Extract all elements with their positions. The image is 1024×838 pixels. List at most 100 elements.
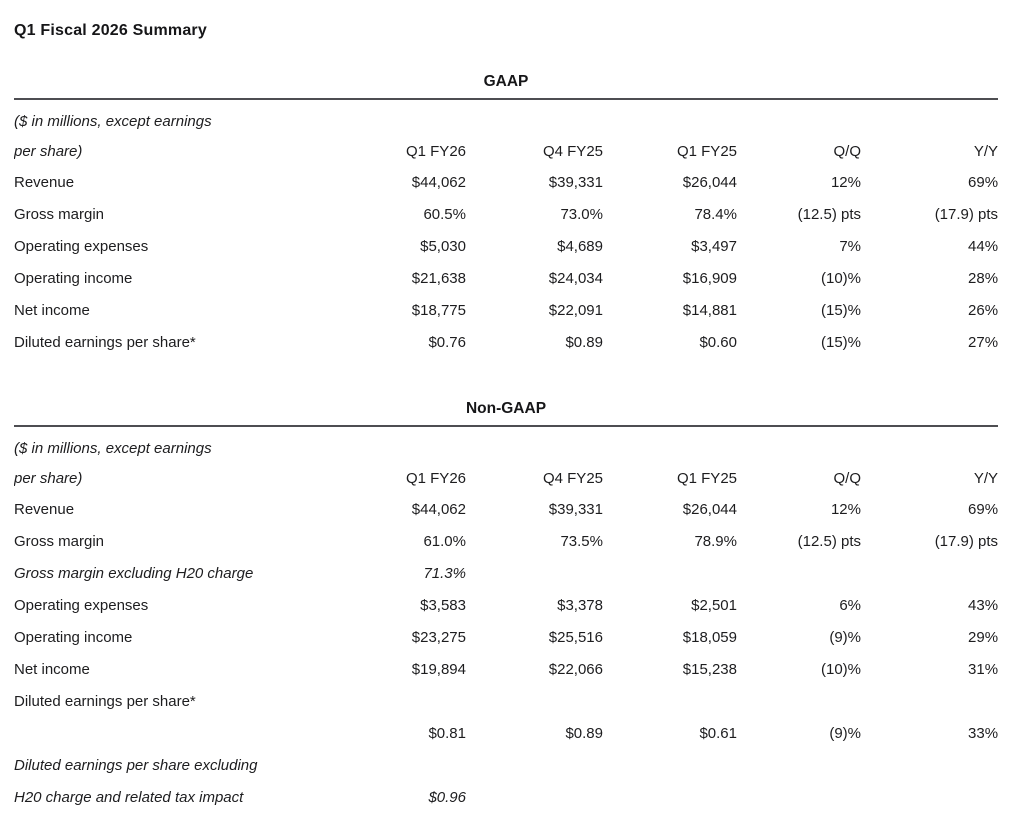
cell-value: 61.0% bbox=[423, 532, 466, 550]
cell-value bbox=[603, 749, 737, 781]
cell-value: 33% bbox=[968, 724, 999, 742]
cell-value bbox=[861, 685, 998, 717]
cell-value bbox=[603, 557, 737, 589]
cell-value: $5,030 bbox=[420, 237, 466, 255]
row-label: Diluted earnings per share excluding bbox=[14, 756, 258, 774]
cell-value: $39,331 bbox=[548, 173, 603, 191]
cell-value: $4,689 bbox=[557, 237, 603, 255]
cell-value: $25,516 bbox=[548, 628, 603, 646]
cell-value: 69% bbox=[968, 173, 999, 191]
cell-value bbox=[330, 685, 466, 717]
cell-value: (9)% bbox=[829, 724, 861, 742]
column-header-row: per share) Q1 FY26 Q4 FY25 Q1 FY25 Q/Q Y… bbox=[14, 136, 998, 166]
table-row: Diluted earnings per share excluding bbox=[14, 749, 998, 781]
cell-value: $0.60 bbox=[699, 333, 737, 351]
cell-value: (10)% bbox=[820, 269, 861, 287]
row-label: Net income bbox=[14, 301, 90, 319]
cell-value: $0.81 bbox=[428, 724, 466, 742]
cell-value: 44% bbox=[968, 237, 999, 255]
non-gaap-section: Non-GAAP ($ in millions, except earnings… bbox=[14, 400, 999, 813]
cell-value bbox=[737, 685, 861, 717]
cell-value: (17.9) pts bbox=[934, 532, 999, 550]
non-gaap-table-body: Revenue $44,062 $39,331 $26,044 12% 69% Gross … bbox=[14, 493, 998, 813]
cell-value: (15)% bbox=[820, 333, 861, 351]
cell-value: (12.5) pts bbox=[797, 532, 861, 550]
table-row: Diluted earnings per share* $0.76 $0.89 $0.… bbox=[14, 326, 998, 358]
cell-value: $39,331 bbox=[548, 500, 603, 518]
cell-value: $23,275 bbox=[411, 628, 466, 646]
cell-value: 28% bbox=[968, 269, 999, 287]
cell-value: $21,638 bbox=[411, 269, 466, 287]
cell-value bbox=[466, 749, 603, 781]
cell-value: 78.4% bbox=[694, 205, 737, 223]
table-row: Operating expenses $3,583 $3,378 $2,501 6% 43… bbox=[14, 589, 998, 621]
row-label: Revenue bbox=[14, 500, 75, 518]
cell-value: $0.89 bbox=[565, 333, 603, 351]
cell-value: 12% bbox=[830, 173, 861, 191]
cell-value bbox=[330, 749, 466, 781]
cell-value: $3,583 bbox=[420, 596, 466, 614]
table-row: H20 charge and related tax impact $0.96 bbox=[14, 781, 998, 813]
unit-note-line1: ($ in millions, except earnings bbox=[14, 439, 212, 457]
cell-value: (9)% bbox=[829, 628, 861, 646]
column-header-yy: Y/Y bbox=[973, 469, 999, 487]
unit-note-line2: per share) bbox=[14, 142, 83, 160]
column-header-yy: Y/Y bbox=[973, 142, 999, 160]
cell-value: 71.3% bbox=[423, 564, 466, 582]
row-label: H20 charge and related tax impact bbox=[14, 788, 244, 806]
row-label: Operating income bbox=[14, 269, 133, 287]
cell-value: 78.9% bbox=[694, 532, 737, 550]
non-gaap-section-title: Non-GAAP bbox=[465, 400, 547, 417]
cell-value: $0.61 bbox=[699, 724, 737, 742]
cell-value: $0.76 bbox=[428, 333, 466, 351]
cell-value: 31% bbox=[968, 660, 999, 678]
cell-value: $3,497 bbox=[691, 237, 737, 255]
table-row: Revenue $44,062 $39,331 $26,044 12% 69% bbox=[14, 166, 998, 198]
table-row: Operating income $23,275 $25,516 $18,059 (9)… bbox=[14, 621, 998, 653]
cell-value: $3,378 bbox=[557, 596, 603, 614]
cell-value: $26,044 bbox=[682, 173, 737, 191]
cell-value bbox=[737, 557, 861, 589]
column-header-q4fy25: Q4 FY25 bbox=[542, 142, 603, 160]
column-header-qq: Q/Q bbox=[833, 142, 861, 160]
cell-value: $0.96 bbox=[428, 788, 466, 806]
gaap-table-header: ($ in millions, except earnings per shar… bbox=[14, 99, 998, 166]
cell-value: (15)% bbox=[820, 301, 861, 319]
cell-value: $18,059 bbox=[682, 628, 737, 646]
table-row: Gross margin 61.0% 73.5% 78.9% (12.5) pts (17… bbox=[14, 525, 998, 557]
cell-value: $19,894 bbox=[411, 660, 466, 678]
row-label: Gross margin excluding H20 charge bbox=[14, 564, 254, 582]
gaap-table: ($ in millions, except earnings per shar… bbox=[14, 98, 999, 358]
cell-value: $16,909 bbox=[682, 269, 737, 287]
column-header-q1fy26: Q1 FY26 bbox=[405, 469, 466, 487]
non-gaap-table-header: ($ in millions, except earnings per shar… bbox=[14, 426, 998, 493]
non-gaap-table: ($ in millions, except earnings per shar… bbox=[14, 425, 999, 813]
cell-value bbox=[603, 781, 737, 813]
cell-value: 60.5% bbox=[423, 205, 466, 223]
cell-value: 43% bbox=[968, 596, 999, 614]
gaap-section-title: GAAP bbox=[483, 73, 529, 90]
gaap-section: GAAP ($ in millions, except earnings per… bbox=[14, 73, 999, 358]
table-row: Diluted earnings per share* bbox=[14, 685, 998, 717]
table-row: Operating expenses $5,030 $4,689 $3,497 7% 44… bbox=[14, 230, 998, 262]
cell-value: 29% bbox=[968, 628, 999, 646]
cell-value bbox=[737, 781, 861, 813]
cell-value: 7% bbox=[839, 237, 861, 255]
unit-note-row: ($ in millions, except earnings bbox=[14, 99, 998, 136]
table-row: Revenue $44,062 $39,331 $26,044 12% 69% bbox=[14, 493, 998, 525]
row-label: Operating expenses bbox=[14, 237, 149, 255]
cell-value bbox=[861, 557, 998, 589]
row-label: Gross margin bbox=[14, 532, 105, 550]
row-label: Operating expenses bbox=[14, 596, 149, 614]
cell-value: $2,501 bbox=[691, 596, 737, 614]
column-header-qq: Q/Q bbox=[833, 469, 861, 487]
gaap-table-body: Revenue $44,062 $39,331 $26,044 12% 69% Gross … bbox=[14, 166, 998, 358]
cell-value: $26,044 bbox=[682, 500, 737, 518]
cell-value: $15,238 bbox=[682, 660, 737, 678]
cell-value: (17.9) pts bbox=[934, 205, 999, 223]
cell-value: $22,066 bbox=[548, 660, 603, 678]
column-header-q1fy26: Q1 FY26 bbox=[405, 142, 466, 160]
page-title: Q1 Fiscal 2026 Summary bbox=[14, 22, 207, 39]
column-header-row: per share) Q1 FY26 Q4 FY25 Q1 FY25 Q/Q Y… bbox=[14, 463, 998, 493]
unit-note-row: ($ in millions, except earnings bbox=[14, 426, 998, 463]
